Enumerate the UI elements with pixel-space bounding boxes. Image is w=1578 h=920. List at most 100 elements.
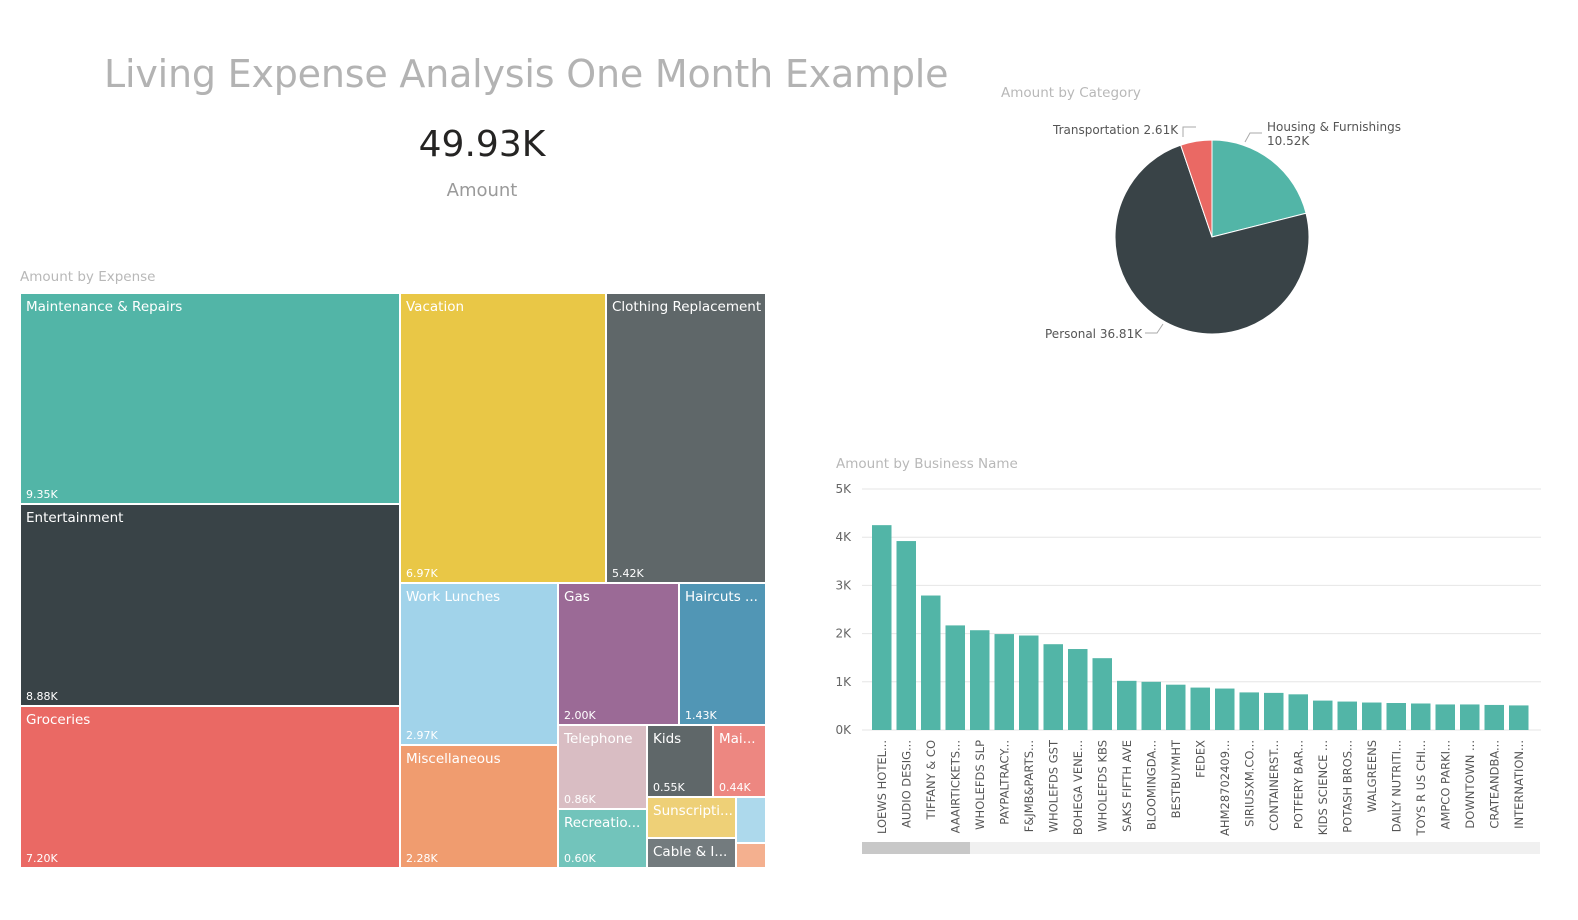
treemap-tile-maintenance-repairs[interactable]: Maintenance & Repairs 9.35K [20,293,400,504]
treemap-tile-label: Groceries [26,712,91,728]
treemap-tile-kids[interactable]: Kids 0.55K [647,725,713,797]
treemap-tile-vacation[interactable]: Vacation 6.97K [400,293,606,583]
treemap-tile-value: 1.43K [685,709,717,722]
bar-bohega-vene[interactable] [1068,649,1088,730]
bar-x-tick-label: INTERNATION... [1512,740,1526,829]
bar-y-axis: 0K 1K 2K 3K 4K 5K [835,482,852,737]
bar-f-jmb-parts[interactable] [1019,635,1039,730]
bar-x-tick-label: FEDEX [1193,740,1207,778]
pie-label-personal-name: Personal [1045,327,1097,341]
bar-tiffany-co[interactable] [921,595,941,730]
pie-slice-transportation[interactable] [1180,139,1213,238]
bar-y-tick-label: 2K [835,627,852,641]
bar-paypaltracy[interactable] [994,634,1015,730]
bar-potash-bros[interactable] [1337,701,1358,730]
treemap-tile-recreatio[interactable]: Recreatio... 0.60K [558,809,647,868]
bar-bloomingda[interactable] [1141,681,1162,730]
treemap-tile-entertainment[interactable]: Entertainment 8.88K [20,504,400,706]
bar-y-tick-label: 3K [835,578,852,592]
bar-y-tick-label: 1K [835,675,852,689]
treemap-tile-value: 2.97K [406,729,438,742]
bar-wholefds-slp[interactable] [970,630,990,730]
bar-potfery-bar[interactable] [1288,694,1309,730]
treemap-tile-unlabeled-15[interactable] [736,797,766,843]
pie-leader-housing [1244,132,1262,143]
pie-label-transportation-name: Transportation [1053,123,1140,137]
treemap-tile-mai[interactable]: Mai... 0.44K [713,725,766,797]
treemap-tile-value: 7.20K [26,852,58,865]
page-title: Living Expense Analysis One Month Exampl… [104,52,949,96]
bar-ahm28702409[interactable] [1215,688,1235,730]
bar-daily-nutriti[interactable] [1386,703,1407,730]
pie-slice-housing-furnishings[interactable] [1211,139,1307,238]
treemap-expense: Maintenance & Repairs 9.35K Entertainment 8… [20,293,766,868]
bar-x-tick-label: WHOLEFDS KBS [1095,740,1109,832]
bar-x-tick-label: LOEWS HOTEL... [875,740,889,834]
bar-kids-science[interactable] [1313,700,1333,730]
bar-x-tick-label: KIDS SCIENCE ... [1316,740,1330,835]
pie-slices [1114,139,1310,335]
pie-slice-personal[interactable] [1114,144,1310,335]
bar-bestbuymht[interactable] [1166,684,1186,730]
treemap-tile-label: Gas [564,589,590,605]
treemap-tile-clothing-replacement[interactable]: Clothing Replacement 5.42K [606,293,766,583]
bar-x-tick-label: WALGREENS [1365,740,1379,812]
bar-ampco-parki[interactable] [1435,704,1456,730]
bar-saks-fifth-ave[interactable] [1117,680,1137,730]
treemap-tile-unlabeled-16[interactable] [736,843,766,868]
bar-x-tick-label: POTFERY BAR... [1291,740,1305,829]
treemap-tile-cable-i[interactable]: Cable & I... [647,838,736,868]
treemap-tile-sunscripti[interactable]: Sunscripti... [647,797,736,838]
bar-chart-title: Amount by Business Name [836,456,1018,472]
bar-fedex[interactable] [1190,687,1211,730]
bar-x-tick-label: BLOOMINGDA... [1144,740,1158,830]
treemap-tile-telephone[interactable]: Telephone 0.86K [558,725,647,809]
kpi-card-label: Amount [446,180,518,201]
pie-label-personal: Personal 36.81K [1045,327,1142,341]
bar-chart-scrollbar-thumb[interactable] [862,842,970,854]
bar-x-tick-label: PAYPALTRACY... [997,740,1011,825]
bar-x-axis: LOEWS HOTEL... AUDIO DESIG... TIFFANY & CO… [875,739,1526,836]
kpi-card-value[interactable]: 49.93K [418,124,546,165]
treemap-tile-haircuts[interactable]: Haircuts ... 1.43K [679,583,766,725]
treemap-tile-value: 0.60K [564,852,596,865]
treemap-tile-label: Telephone [564,731,633,747]
bar-walgreens[interactable] [1362,702,1382,730]
treemap-tile-label: Maintenance & Repairs [26,299,183,315]
bar-crateandba[interactable] [1484,704,1505,730]
bar-loews-hotel[interactable] [872,525,892,730]
treemap-tile-groceries[interactable]: Groceries 7.20K [20,706,400,868]
treemap-tile-value: 9.35K [26,488,58,501]
treemap-tile-miscellaneous[interactable]: Miscellaneous 2.28K [400,745,558,868]
treemap-tile-label: Vacation [406,299,465,315]
pie-leader-personal [1145,323,1164,334]
bar-audio-desig[interactable] [896,541,917,730]
bar-containerst[interactable] [1264,692,1284,730]
treemap-tile-work-lunches[interactable]: Work Lunches 2.97K [400,583,558,745]
bar-x-tick-label: SAKS FIFTH AVE [1120,740,1134,832]
bar-x-tick-label: CONTAINERST... [1267,740,1281,831]
pie-label-housing-value: 10.52K [1267,134,1310,148]
pie-label-transportation-value: 2.61K [1143,123,1179,137]
treemap-tile-label: Entertainment [26,510,124,526]
bar-y-tick-label: 0K [835,723,852,737]
bar-x-tick-label: AUDIO DESIG... [899,740,913,828]
bar-internation[interactable] [1509,705,1529,730]
treemap-tile-value: 2.00K [564,709,596,722]
pie-title: Amount by Category [1001,85,1141,101]
bar-x-tick-label: AMPCO PARKI... [1438,740,1452,829]
bar-aaairtickets[interactable] [945,625,966,730]
bar-x-tick-label: DAILY NUTRITI... [1389,740,1403,832]
pie-label-personal-value: 36.81K [1099,327,1143,341]
bar-siriusxm-co[interactable] [1239,692,1260,730]
treemap-tile-label: Miscellaneous [406,751,501,767]
bar-downtown[interactable] [1460,704,1480,730]
treemap-tile-gas[interactable]: Gas 2.00K [558,583,679,725]
pie-label-housing-name: Housing & Furnishings [1267,120,1401,134]
bar-wholefds-kbs[interactable] [1092,658,1113,730]
bar-wholefds-gst[interactable] [1043,644,1064,730]
pie-label-transportation: Transportation 2.61K [1053,123,1178,137]
bar-chart-scrollbar-track[interactable] [862,842,1540,854]
bar-toys-r-us-chi[interactable] [1411,703,1431,730]
bar-x-tick-label: BESTBUYMHT [1169,739,1183,818]
